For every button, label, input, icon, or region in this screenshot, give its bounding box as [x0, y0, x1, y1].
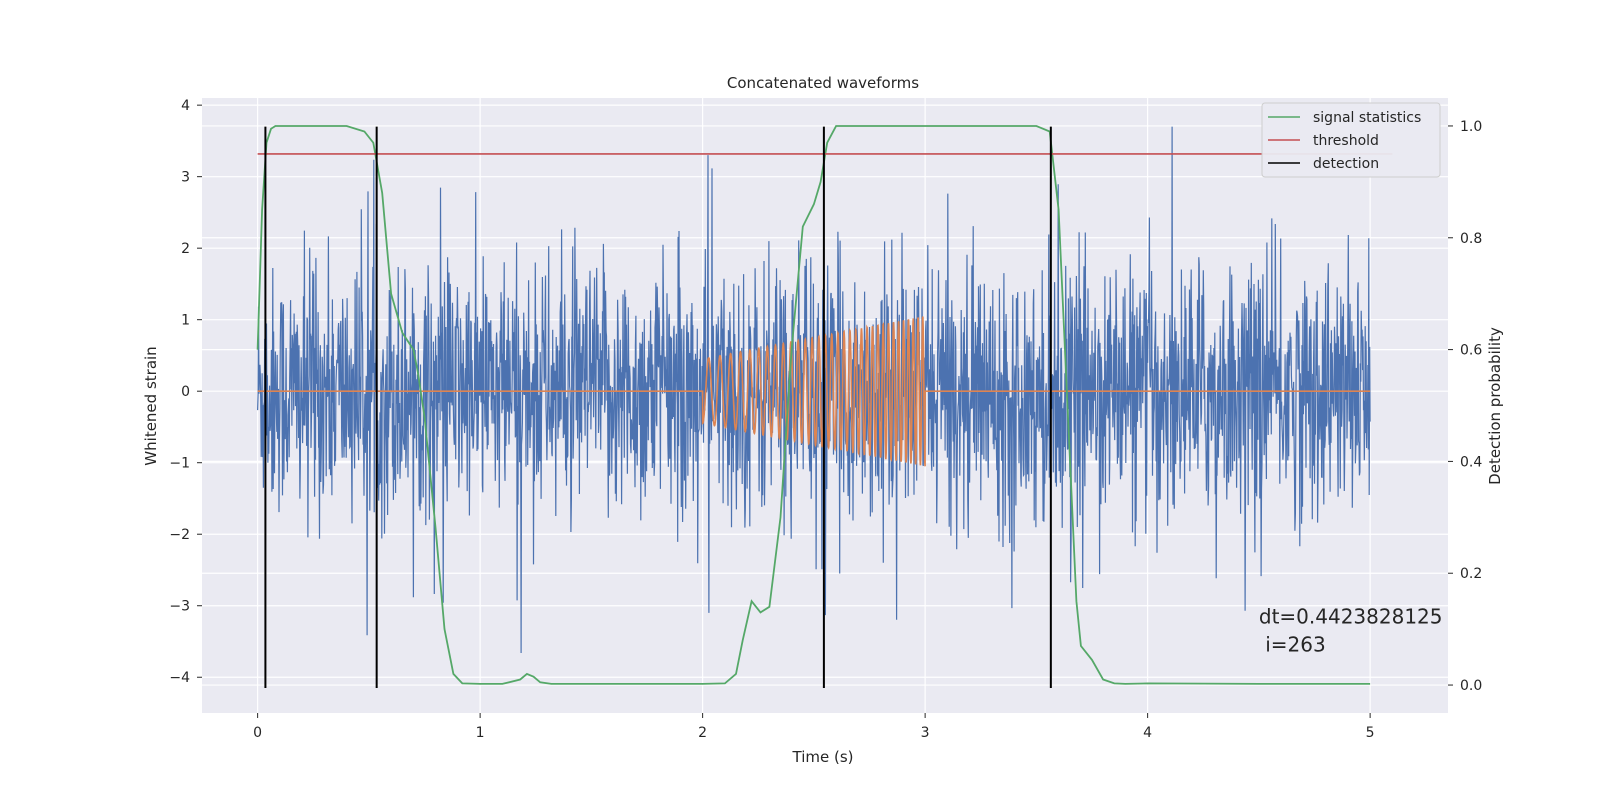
- y2-tick-label: 1.0: [1460, 119, 1482, 135]
- y-tick-label: −3: [169, 599, 190, 615]
- y2-tick-label: 0.4: [1460, 454, 1482, 470]
- y-tick-label: 1: [181, 313, 190, 329]
- y-tick-label: −1: [169, 456, 190, 472]
- x-tick-label: 1: [476, 725, 485, 741]
- y-axis-label: Whitened strain: [142, 346, 160, 465]
- y-tick-label: 4: [181, 98, 190, 114]
- annotation-dt: dt=0.4423828125: [1259, 605, 1443, 629]
- series-noise-line: [257, 126, 1371, 654]
- x-tick-label: 4: [1143, 725, 1152, 741]
- y2-axis-label: Detection probability: [1486, 327, 1504, 485]
- x-tick-label: 2: [698, 725, 707, 741]
- y-tick-label: −4: [169, 670, 190, 686]
- y-axis-ticks: −4 −3 −2 −1 0 1 2 3 4: [169, 98, 202, 686]
- legend-label-signal-statistics: signal statistics: [1313, 110, 1421, 126]
- annotation-i: i=263: [1259, 633, 1326, 657]
- y2-tick-label: 0.2: [1460, 566, 1482, 582]
- y2-tick-label: 0.8: [1460, 231, 1482, 247]
- chart-title: Concatenated waveforms: [727, 74, 919, 92]
- y-tick-label: −2: [169, 527, 190, 543]
- series-chirp-line: [257, 316, 1371, 467]
- series-layer: [256, 125, 1393, 688]
- legend-label-detection: detection: [1313, 156, 1379, 172]
- y2-axis-ticks: 0.0 0.2 0.4 0.6 0.8 1.0: [1448, 119, 1482, 694]
- x-tick-label: 5: [1366, 725, 1375, 741]
- x-tick-label: 3: [921, 725, 930, 741]
- y-tick-label: 3: [181, 170, 190, 186]
- legend: signal statistics threshold detection: [1261, 102, 1441, 178]
- series-clip-group: [256, 125, 1393, 688]
- y-tick-label: 2: [181, 241, 190, 257]
- y-tick-label: 0: [181, 384, 190, 400]
- y2-tick-label: 0.0: [1460, 678, 1482, 694]
- series-signal-statistics-line: [256, 125, 1371, 685]
- x-axis-ticks: 0 1 2 3 4 5: [253, 713, 1375, 741]
- x-axis-label: Time (s): [792, 748, 854, 766]
- legend-box: [1261, 102, 1441, 178]
- x-tick-label: 0: [253, 725, 262, 741]
- legend-label-threshold: threshold: [1313, 133, 1379, 149]
- y2-tick-label: 0.6: [1460, 343, 1482, 359]
